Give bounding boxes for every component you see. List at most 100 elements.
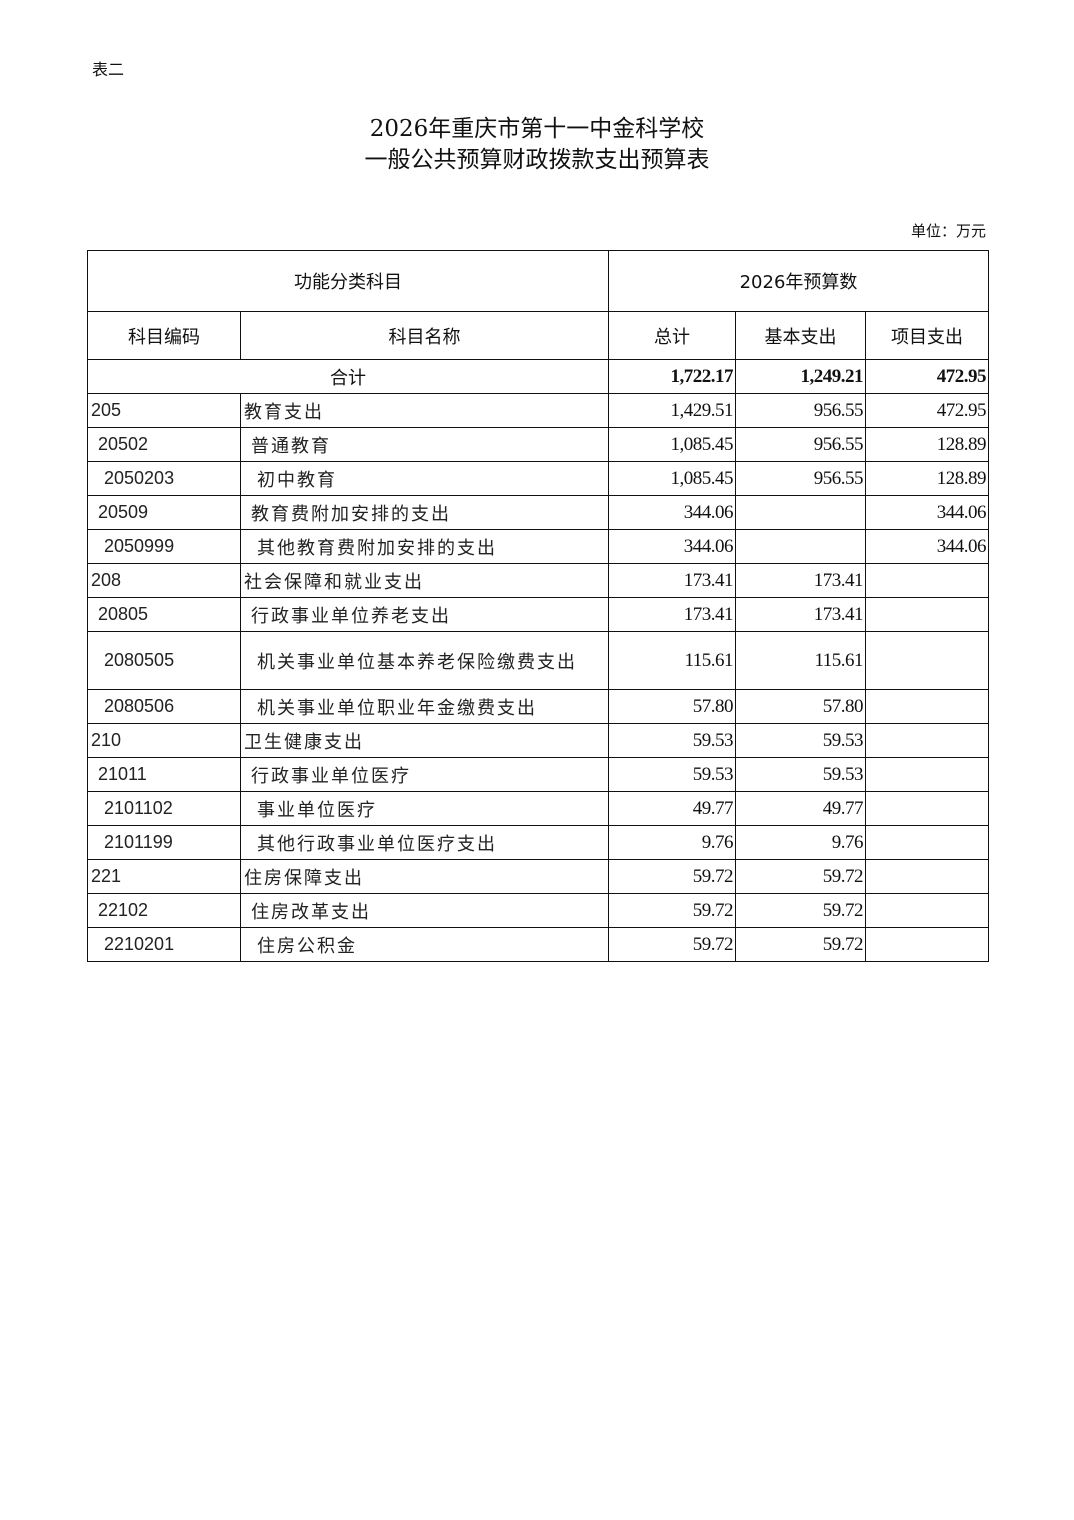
row-basic: 59.72	[735, 893, 866, 928]
row-name: 住房公积金	[240, 927, 609, 962]
total-basic: 1,249.21	[735, 359, 866, 394]
row-total: 173.41	[608, 563, 736, 598]
row-total: 49.77	[608, 791, 736, 826]
row-name: 初中教育	[240, 461, 609, 496]
row-total: 57.80	[608, 689, 736, 724]
row-code: 2210201	[87, 927, 241, 962]
row-total: 344.06	[608, 529, 736, 564]
table-row: 2210201 住房公积金 59.72 59.72	[87, 927, 989, 962]
row-total: 1,085.45	[608, 461, 736, 496]
row-basic: 956.55	[735, 427, 866, 462]
row-code: 208	[87, 563, 241, 598]
row-total: 173.41	[608, 597, 736, 632]
table-row: 221 住房保障支出 59.72 59.72	[87, 859, 989, 894]
row-code: 2101199	[87, 825, 241, 860]
row-name: 机关事业单位职业年金缴费支出	[240, 689, 609, 724]
table-row: 20805 行政事业单位养老支出 173.41 173.41	[87, 597, 989, 632]
row-basic: 956.55	[735, 393, 866, 428]
row-code: 21011	[87, 757, 241, 792]
document-tag: 表二	[92, 60, 125, 79]
row-basic: 173.41	[735, 563, 866, 598]
row-project: 472.95	[865, 393, 989, 428]
row-basic: 59.72	[735, 859, 866, 894]
row-project	[865, 757, 989, 792]
total-label: 合计	[87, 359, 609, 394]
row-basic: 115.61	[735, 631, 866, 690]
total-project: 472.95	[865, 359, 989, 394]
row-project	[865, 563, 989, 598]
row-project	[865, 893, 989, 928]
row-name: 其他教育费附加安排的支出	[240, 529, 609, 564]
table-row: 22102 住房改革支出 59.72 59.72	[87, 893, 989, 928]
row-project	[865, 631, 989, 690]
row-project: 128.89	[865, 427, 989, 462]
row-total: 344.06	[608, 495, 736, 530]
table-row: 20509 教育费附加安排的支出 344.06 344.06	[87, 495, 989, 530]
row-name: 行政事业单位医疗	[240, 757, 609, 792]
row-total: 1,085.45	[608, 427, 736, 462]
header-functional-classification: 功能分类科目	[87, 250, 609, 312]
row-name: 教育费附加安排的支出	[240, 495, 609, 530]
row-code: 221	[87, 859, 241, 894]
row-basic: 49.77	[735, 791, 866, 826]
row-basic	[735, 529, 866, 564]
row-code: 20509	[87, 495, 241, 530]
row-name: 教育支出	[240, 393, 609, 428]
header-project: 项目支出	[865, 311, 989, 360]
total-row: 合计 1,722.17 1,249.21 472.95	[87, 359, 989, 394]
row-project: 344.06	[865, 495, 989, 530]
header-row-columns: 科目编码 科目名称 总计 基本支出 项目支出	[87, 311, 989, 360]
row-project: 344.06	[865, 529, 989, 564]
row-code: 20805	[87, 597, 241, 632]
row-total: 59.72	[608, 859, 736, 894]
row-name: 事业单位医疗	[240, 791, 609, 826]
table-row: 205 教育支出 1,429.51 956.55 472.95	[87, 393, 989, 428]
row-code: 2050999	[87, 529, 241, 564]
row-project	[865, 791, 989, 826]
row-basic: 59.72	[735, 927, 866, 962]
title-line-1: 2026年重庆市第十一中金科学校	[369, 116, 705, 142]
table-row: 210 卫生健康支出 59.53 59.53	[87, 723, 989, 758]
row-code: 205	[87, 393, 241, 428]
row-basic: 57.80	[735, 689, 866, 724]
row-basic: 956.55	[735, 461, 866, 496]
row-name: 社会保障和就业支出	[240, 563, 609, 598]
row-project	[865, 689, 989, 724]
row-project	[865, 859, 989, 894]
table-row: 2080506 机关事业单位职业年金缴费支出 57.80 57.80	[87, 689, 989, 724]
row-name: 住房改革支出	[240, 893, 609, 928]
row-total: 9.76	[608, 825, 736, 860]
row-code: 2101102	[87, 791, 241, 826]
row-total: 1,429.51	[608, 393, 736, 428]
table-row: 208 社会保障和就业支出 173.41 173.41	[87, 563, 989, 598]
row-basic: 173.41	[735, 597, 866, 632]
row-total: 59.72	[608, 927, 736, 962]
table-row: 2101199 其他行政事业单位医疗支出 9.76 9.76	[87, 825, 989, 860]
header-total: 总计	[608, 311, 736, 360]
row-name: 其他行政事业单位医疗支出	[240, 825, 609, 860]
table-row: 2101102 事业单位医疗 49.77 49.77	[87, 791, 989, 826]
total-total: 1,722.17	[608, 359, 736, 394]
table-row: 2050203 初中教育 1,085.45 956.55 128.89	[87, 461, 989, 496]
row-name: 普通教育	[240, 427, 609, 462]
row-total: 59.72	[608, 893, 736, 928]
header-budget-2026: 2026年预算数	[608, 250, 989, 312]
row-project	[865, 597, 989, 632]
unit-label: 单位：万元	[910, 222, 986, 240]
row-code: 2050203	[87, 461, 241, 496]
row-project	[865, 927, 989, 962]
row-basic: 59.53	[735, 757, 866, 792]
page-title: 2026年重庆市第十一中金科学校 一般公共预算财政拨款支出预算表	[0, 114, 1074, 176]
header-basic: 基本支出	[735, 311, 866, 360]
row-project	[865, 825, 989, 860]
row-name: 机关事业单位基本养老保险缴费支出	[240, 631, 609, 690]
table-row: 2050999 其他教育费附加安排的支出 344.06 344.06	[87, 529, 989, 564]
header-name: 科目名称	[240, 311, 609, 360]
table-row: 21011 行政事业单位医疗 59.53 59.53	[87, 757, 989, 792]
row-basic: 9.76	[735, 825, 866, 860]
row-basic: 59.53	[735, 723, 866, 758]
row-name: 卫生健康支出	[240, 723, 609, 758]
row-total: 115.61	[608, 631, 736, 690]
row-project: 128.89	[865, 461, 989, 496]
header-code: 科目编码	[87, 311, 241, 360]
